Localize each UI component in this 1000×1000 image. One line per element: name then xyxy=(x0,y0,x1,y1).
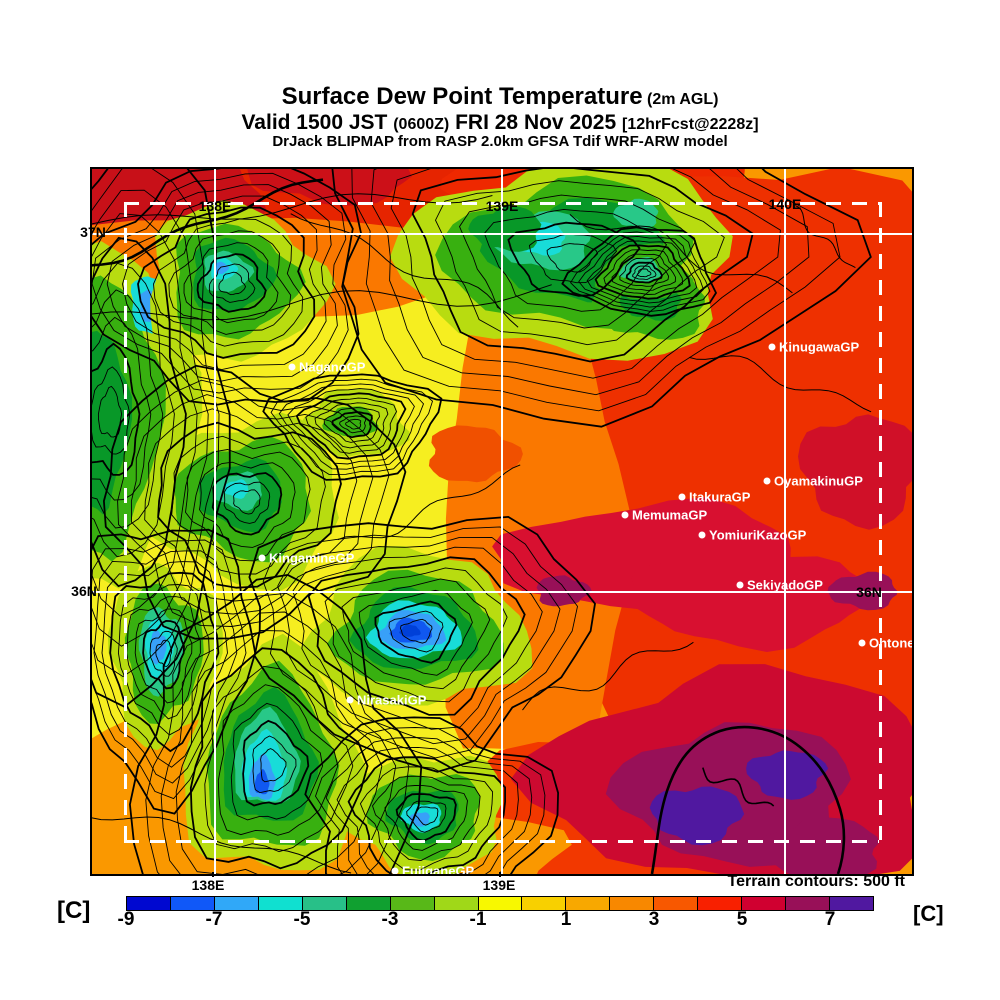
colorbar-segment xyxy=(434,897,479,910)
station-dot xyxy=(258,554,266,562)
colorbar-segment xyxy=(698,897,743,910)
station-dot xyxy=(768,343,776,351)
colorbar-tick: -9 xyxy=(117,909,135,930)
station-dot xyxy=(391,867,399,874)
gridline-138e xyxy=(214,169,216,874)
gridline-36n xyxy=(92,591,912,593)
lon-label-139e: 139E xyxy=(482,877,516,893)
station-label: YomiuriKazoGP xyxy=(709,527,807,543)
colorbar-segment xyxy=(127,897,171,910)
grid-label-139e: 139E xyxy=(485,198,519,214)
colorbar-tick: 7 xyxy=(824,909,836,930)
colorbar-tick-labels: -9 -7 -5 -3 -1 1 3 5 7 xyxy=(118,909,874,935)
title-agl: (2m AGL) xyxy=(642,91,719,108)
valid-line: Valid 1500 JST (0600Z) FRI 28 Nov 2025 [… xyxy=(241,110,759,134)
colorbar-segment xyxy=(742,897,787,910)
colorbar-segment xyxy=(170,897,215,910)
station-dot xyxy=(763,477,771,485)
colorbar-tick: 1 xyxy=(560,909,572,930)
station-label: KingamineGP xyxy=(269,550,355,566)
station-dot xyxy=(288,363,296,371)
colorbar-segment xyxy=(654,897,699,910)
colorbar-segment xyxy=(214,897,259,910)
page-title: Surface Dew Point Temperature (2m AGL) xyxy=(0,83,1000,111)
colorbar-tick: 3 xyxy=(648,909,660,930)
grid-label-138e: 138E xyxy=(198,198,232,214)
station-label: MemumaGP xyxy=(632,507,708,523)
colorbar-segment xyxy=(390,897,435,910)
station-label: SekiyadoGP xyxy=(747,577,823,593)
domain-box-top xyxy=(124,202,879,205)
forecast-map: 138E 139E 140E 36N NaganoGP KinugawaGP Oyam… xyxy=(90,167,914,876)
station-dot xyxy=(346,696,354,704)
header: Surface Dew Point Temperature (2m AGL) V… xyxy=(0,83,1000,151)
domain-box-right xyxy=(879,202,882,840)
colorbar-segment xyxy=(522,897,567,910)
colorbar-segment xyxy=(566,897,611,910)
lon-label-138e: 138E xyxy=(191,877,225,893)
station-dot xyxy=(678,493,686,501)
station-label: ItakuraGP xyxy=(689,489,751,505)
colorbar-segment xyxy=(258,897,303,910)
gridline-139e xyxy=(501,169,503,874)
station-label: FujiganeGP xyxy=(402,863,475,876)
colorbar-tick: -1 xyxy=(469,909,487,930)
station-label: KinugawaGP xyxy=(779,339,860,355)
lat-label-36n: 36N xyxy=(71,583,97,599)
station-label: NirasakiGP xyxy=(357,692,427,708)
station-dot xyxy=(698,531,706,539)
station-label: OyamakinuGP xyxy=(774,473,863,489)
gridline-37n xyxy=(92,233,912,235)
colorbar-tick: -7 xyxy=(205,909,223,930)
colorbar-unit-left: [C] xyxy=(57,897,91,924)
terrain-contours-note: Terrain contours: 500 ft xyxy=(727,873,905,890)
model-line: DrJack BLIPMAP from RASP 2.0km GFSA Tdif… xyxy=(272,133,728,151)
colorbar-tick: 5 xyxy=(736,909,748,930)
colorbar-segment xyxy=(786,897,830,910)
grid-label-36n: 36N xyxy=(856,584,882,600)
colorbar-tick: -5 xyxy=(293,909,311,930)
station-dot xyxy=(621,511,629,519)
colorbar-tick: -3 xyxy=(381,909,399,930)
colorbar-segment xyxy=(610,897,655,910)
domain-box-bottom xyxy=(124,840,879,843)
title-main: Surface Dew Point Temperature xyxy=(281,83,643,110)
axis-tick-139e xyxy=(499,872,501,877)
colorbar-segment xyxy=(302,897,347,910)
station-label: NaganoGP xyxy=(299,359,366,375)
domain-box-left xyxy=(124,202,127,840)
station-label: OhtoneGP xyxy=(869,635,914,651)
gridline-140e xyxy=(784,169,786,874)
colorbar xyxy=(126,896,874,911)
colorbar-segment xyxy=(478,897,523,910)
colorbar-segment xyxy=(346,897,391,910)
axis-tick-138e xyxy=(212,872,214,877)
station-dot xyxy=(858,639,866,647)
colorbar-segment xyxy=(830,897,873,910)
station-dot xyxy=(736,581,744,589)
lat-label-37n: 37N xyxy=(80,224,106,240)
grid-label-140e: 140E xyxy=(768,196,802,212)
colorbar-unit-right: [C] xyxy=(913,901,944,926)
